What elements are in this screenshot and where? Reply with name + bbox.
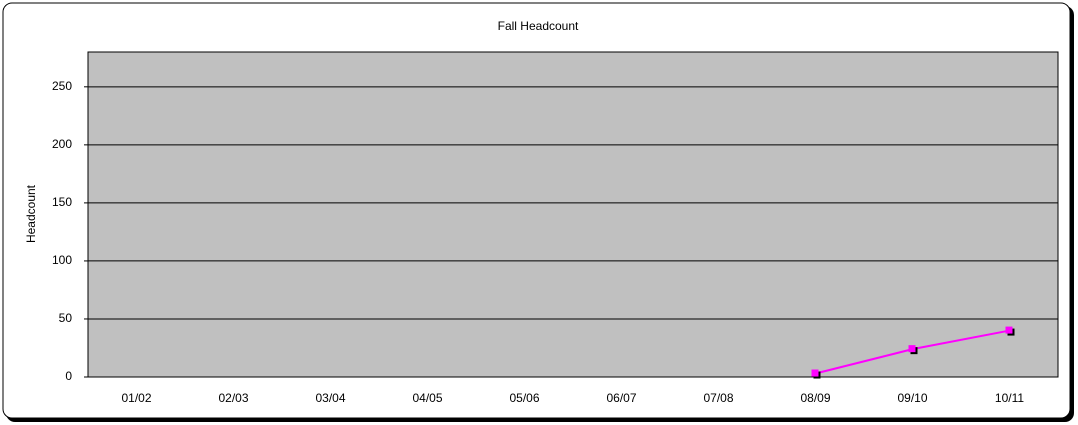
x-tick-label: 07/08 — [703, 391, 733, 405]
x-tick-label: 09/10 — [897, 391, 927, 405]
x-tick-label: 04/05 — [412, 391, 442, 405]
x-tick-label: 05/06 — [509, 391, 539, 405]
y-tick-label: 50 — [59, 311, 73, 325]
y-tick-label: 250 — [52, 79, 72, 93]
x-tick-label: 03/04 — [315, 391, 345, 405]
marker — [1005, 326, 1013, 334]
x-tick-label: 01/02 — [121, 391, 151, 405]
y-tick-label: 100 — [52, 253, 72, 267]
marker — [811, 369, 819, 377]
x-tick-label: 06/07 — [606, 391, 636, 405]
chart-title: Fall Headcount — [498, 19, 579, 33]
y-tick-label: 200 — [52, 137, 72, 151]
x-tick-label: 08/09 — [800, 391, 830, 405]
y-axis-label: Headcount — [24, 184, 38, 243]
y-tick-label: 0 — [65, 369, 72, 383]
y-tick-label: 150 — [52, 195, 72, 209]
x-tick-label: 02/03 — [218, 391, 248, 405]
x-tick-label: 10/11 — [995, 391, 1024, 405]
plot-area — [87, 51, 1059, 378]
marker — [908, 345, 916, 353]
